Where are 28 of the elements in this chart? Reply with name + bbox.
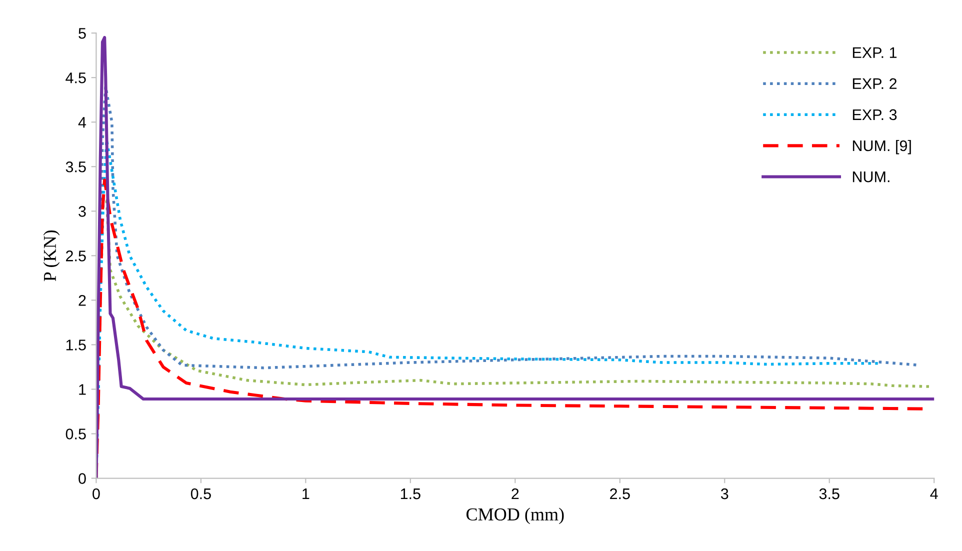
legend-label: NUM. [9] [852, 140, 911, 154]
legend-label: EXP. 3 [852, 109, 897, 120]
line-series [105, 199, 932, 388]
x-tick-label: 3 [720, 488, 728, 500]
x-tick-label: 2.5 [610, 488, 630, 500]
legend-label: EXP. 1 [852, 47, 897, 58]
x-tick-label: 3.5 [819, 488, 840, 500]
y-tick-label: 3.5 [66, 161, 86, 172]
y-tick-label: 1 [79, 384, 86, 395]
y-tick-label: 0 [78, 473, 86, 484]
x-axis-title: CMOD (mm) [466, 508, 564, 524]
y-tick-label: 2 [78, 295, 86, 306]
y-tick-label: 2.5 [66, 250, 86, 262]
y-tick-label: 4.5 [66, 72, 86, 84]
x-tick-label: 0.5 [190, 488, 211, 500]
x-tick-label: 2 [512, 488, 519, 500]
x-tick-label: 0 [92, 488, 100, 500]
y-tick-label: 3 [78, 206, 86, 217]
x-tick-label: 1 [302, 488, 310, 500]
y-tick-label: 4 [78, 117, 86, 128]
y-tick-label: 0.5 [66, 428, 86, 440]
y-tick-label: 1.5 [66, 340, 86, 350]
y-axis-title: P (KN) [43, 230, 60, 282]
x-tick-label: 1.5 [400, 488, 420, 500]
legend-label: EXP. 2 [852, 78, 897, 89]
x-tick-label: 4 [930, 488, 938, 500]
legend-label: NUM. [852, 172, 890, 182]
y-tick-label: 5 [78, 28, 86, 39]
